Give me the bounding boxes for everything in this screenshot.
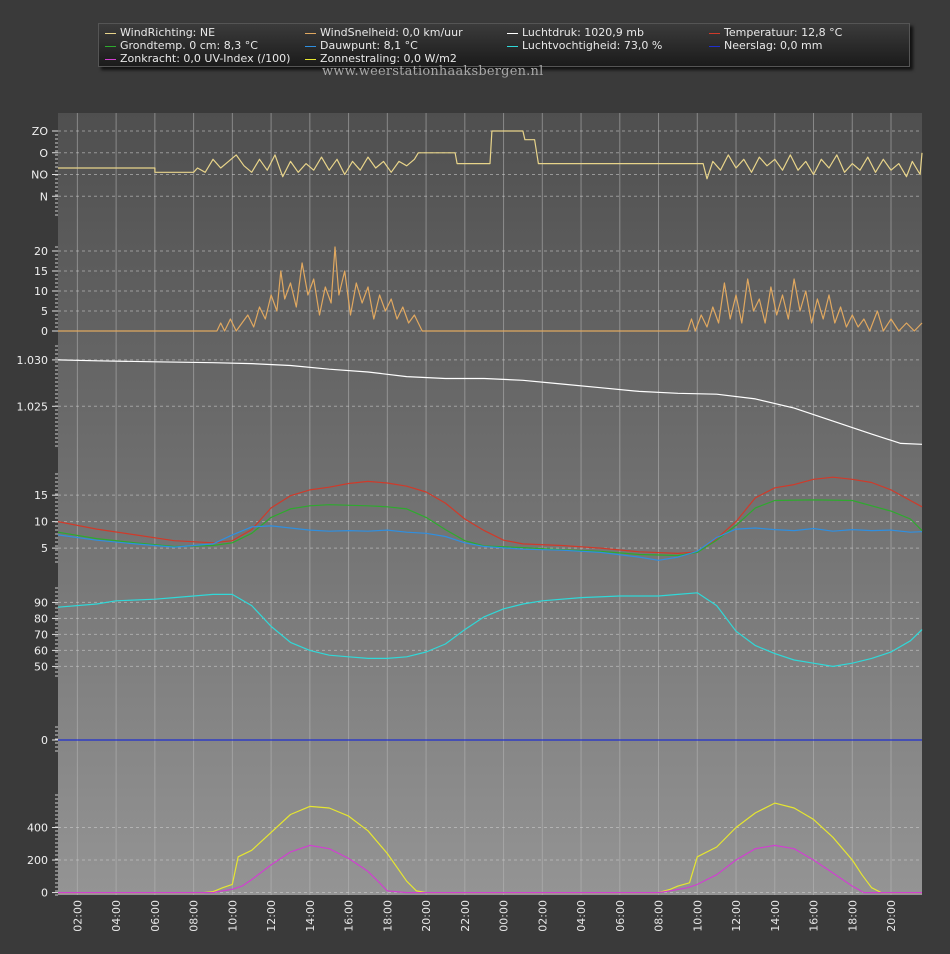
legend-label: Neerslag: 0,0 mm [724, 39, 823, 52]
y-tick-label: 50 [34, 660, 48, 673]
x-tick-label: 14:00 [769, 900, 782, 932]
x-tick-label: 10:00 [691, 900, 704, 932]
series-line-zon-1 [58, 844, 922, 894]
y-tick-label: NO [31, 169, 48, 182]
x-tick-label: 22:00 [459, 900, 472, 932]
y-tick-label: 70 [34, 628, 48, 641]
legend-label: WindSnelheid: 0,0 km/uur [320, 26, 463, 39]
x-tick-label: 14:00 [304, 900, 317, 932]
y-tick-label: 60 [34, 644, 48, 657]
legend-label: Zonkracht: 0,0 UV-Index (/100) [120, 52, 291, 65]
y-tick-label: 5 [41, 305, 48, 318]
series-line-windrichting [58, 130, 923, 180]
legend-item-windrichting: WindRichting: NE [105, 26, 215, 39]
x-tick-label: 18:00 [381, 900, 394, 932]
x-tick-label: 16:00 [343, 900, 356, 932]
x-tick-label: 08:00 [188, 900, 201, 932]
y-tick-label: 200 [27, 854, 48, 867]
legend-label: Luchtvochtigheid: 73,0 % [522, 39, 663, 52]
x-tick-label: 18:00 [846, 900, 859, 932]
y-tick-label: 5 [41, 542, 48, 555]
series-line-temperatuur-0 [57, 476, 923, 555]
x-tick-label: 20:00 [420, 900, 433, 932]
x-tick-label: 16:00 [808, 900, 821, 932]
x-tick-label: 02:00 [71, 900, 84, 932]
x-tick-label: 00:00 [498, 900, 511, 932]
y-tick-label: 0 [41, 325, 48, 338]
legend-item-luchtdruk: Luchtdruk: 1020,9 mb [507, 26, 644, 39]
legend-item-grondtemp: Grondtemp. 0 cm: 8,3 °C [105, 39, 258, 52]
series-line-luchtdruk [57, 359, 923, 445]
y-tick-label: 1.025 [17, 400, 49, 413]
legend-item-neerslag: Neerslag: 0,0 mm [709, 39, 822, 52]
legend-item-luchtvochtigheid: Luchtvochtigheid: 73,0 % [507, 39, 662, 52]
legend-item-temperatuur: Temperatuur: 12,8 °C [709, 26, 842, 39]
y-tick-label: 20 [34, 245, 48, 258]
y-tick-label: 0 [41, 734, 48, 747]
legend-label: Zonnestraling: 0,0 W/m2 [320, 52, 457, 65]
x-tick-label: 20:00 [885, 900, 898, 932]
x-tick-label: 06:00 [149, 900, 162, 932]
legend-item-dauwpunt: Dauwpunt: 8,1 °C [305, 39, 418, 52]
legend-item-zonkracht: Zonkracht: 0,0 UV-Index (/100) [105, 52, 290, 65]
y-tick-label: 10 [34, 285, 48, 298]
legend-label: Luchtdruk: 1020,9 mb [522, 26, 644, 39]
x-tick-label: 04:00 [110, 900, 123, 932]
y-tick-label: 90 [34, 596, 48, 609]
x-tick-label: 12:00 [730, 900, 743, 932]
series-line-luchtvochtigheid [57, 592, 923, 668]
x-tick-label: 04:00 [575, 900, 588, 932]
legend-label: WindRichting: NE [120, 26, 216, 39]
legend-item-zonnestraling: Zonnestraling: 0,0 W/m2 [305, 52, 457, 65]
y-tick-label: 15 [34, 265, 48, 278]
y-tick-label: 10 [34, 516, 48, 529]
legend-label: Grondtemp. 0 cm: 8,3 °C [120, 39, 258, 52]
legend: WindRichting: NE WindSnelheid: 0,0 km/uu… [98, 23, 910, 67]
legend-label: Temperatuur: 12,8 °C [724, 26, 843, 39]
y-tick-label: N [40, 190, 48, 203]
y-tick-label: 0 [41, 887, 48, 900]
y-tick-label: 80 [34, 612, 48, 625]
y-tick-label: 400 [27, 822, 48, 835]
watermark: www.weerstationhaaksbergen.nl [322, 64, 544, 79]
x-tick-label: 10:00 [226, 900, 239, 932]
series-line-temperatuur-1 [57, 499, 923, 557]
series-line-windsnelheid [58, 246, 923, 332]
x-tick-label: 02:00 [536, 900, 549, 932]
y-tick-label: 1.030 [17, 354, 49, 367]
legend-item-windsnelheid: WindSnelheid: 0,0 km/uur [305, 26, 463, 39]
x-tick-label: 08:00 [653, 900, 666, 932]
x-tick-label: 12:00 [265, 900, 278, 932]
y-tick-label: ZO [32, 125, 49, 138]
y-tick-label: O [39, 147, 48, 160]
legend-label: Dauwpunt: 8,1 °C [320, 39, 418, 52]
x-tick-label: 06:00 [614, 900, 627, 932]
y-tick-label: 15 [34, 489, 48, 502]
series-line-temperatuur-2 [57, 525, 923, 561]
plot-area [58, 113, 922, 895]
